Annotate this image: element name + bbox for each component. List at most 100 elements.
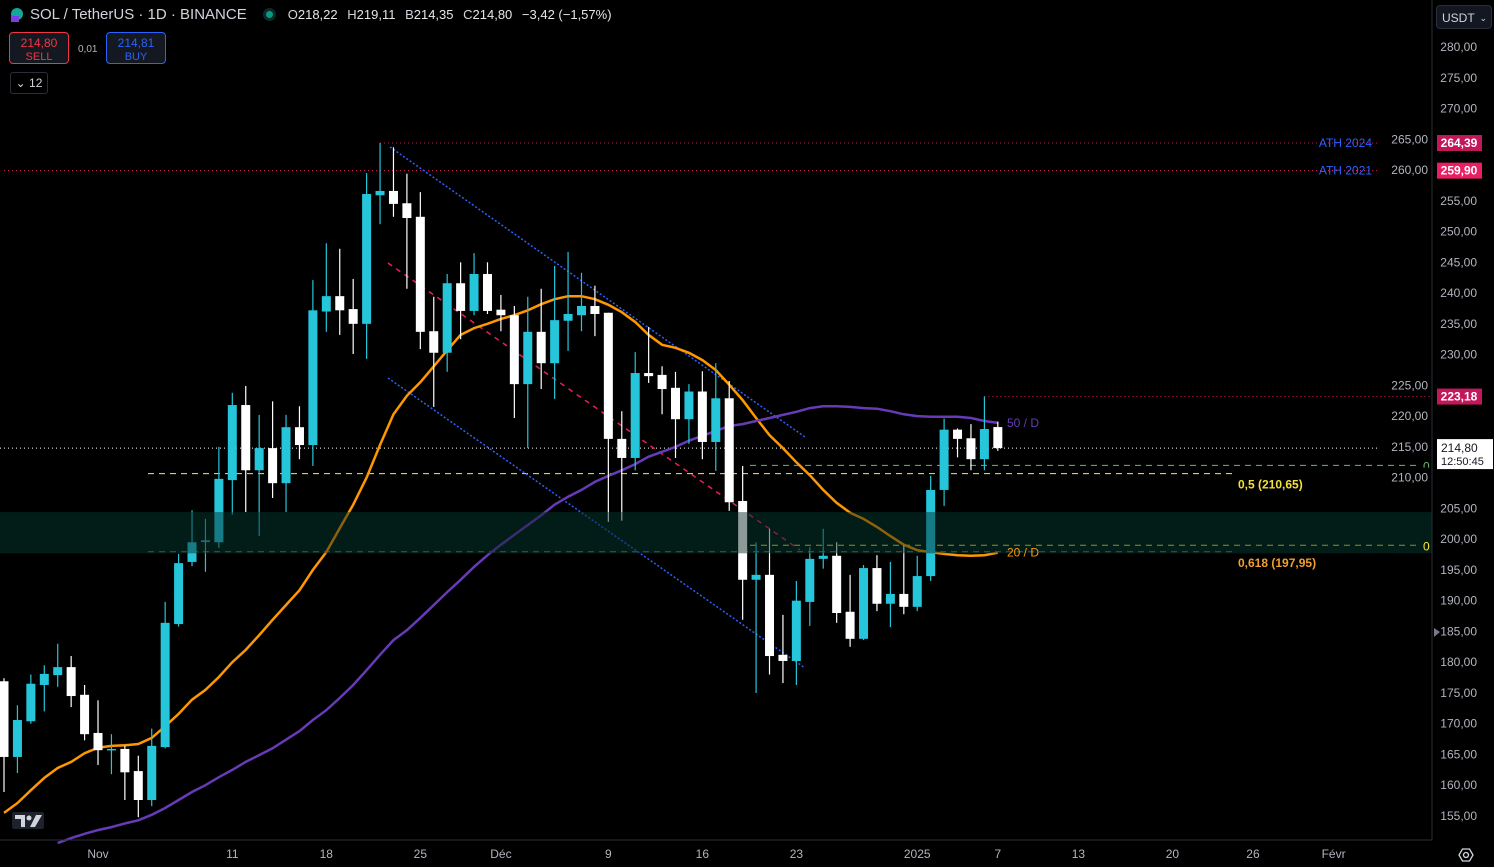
- support-zone[interactable]: [0, 512, 1432, 554]
- sol-logo-icon: [11, 7, 23, 22]
- currency-select[interactable]: USDT ⌄: [1436, 5, 1492, 29]
- candle-body: [106, 748, 116, 751]
- time-tick-label: 26: [1246, 847, 1260, 861]
- countdown-text: 12:50:45: [1441, 456, 1484, 468]
- candle: [120, 745, 130, 801]
- price-tick-label: 210,00: [1391, 471, 1428, 485]
- candle: [348, 278, 358, 354]
- candle-body: [362, 194, 372, 324]
- candle: [550, 266, 560, 399]
- candle: [979, 396, 989, 471]
- candle-body: [563, 313, 573, 321]
- candle-body: [120, 748, 130, 773]
- buy-button[interactable]: 214,81 BUY: [106, 32, 166, 64]
- candle: [671, 371, 680, 458]
- candle: [912, 555, 922, 612]
- candle-body: [281, 427, 291, 484]
- scroll-marker-icon[interactable]: [1434, 628, 1440, 637]
- chevron-down-icon: ⌄: [1479, 13, 1487, 23]
- candle-body: [147, 745, 157, 801]
- support-zone-overlay: [0, 512, 1432, 554]
- price-tick-label: 275,00: [1440, 71, 1477, 85]
- tradingview-logo[interactable]: [12, 812, 44, 829]
- candle: [765, 528, 775, 675]
- open-label: O: [287, 7, 298, 22]
- candle: [321, 243, 331, 332]
- candle: [603, 312, 613, 522]
- candle: [254, 414, 264, 537]
- settings-gear-icon[interactable]: [1458, 848, 1474, 862]
- candle: [26, 674, 36, 724]
- candle-body: [697, 391, 707, 442]
- candle: [39, 665, 49, 712]
- candle: [294, 406, 304, 460]
- candle-body: [321, 296, 331, 312]
- candle: [187, 510, 197, 567]
- time-axis[interactable]: Nov 11 18 25 Déc 9 16 23 2025 7 13 20 26 Févr: [87, 847, 1345, 861]
- candle-body: [415, 216, 425, 332]
- market-status-icon[interactable]: [262, 8, 276, 21]
- candle-body: [939, 429, 949, 490]
- candle: [133, 755, 143, 818]
- candle: [926, 475, 936, 581]
- candle-body: [657, 374, 667, 390]
- candle: [227, 392, 237, 515]
- price-tick-label: 165,00: [1440, 747, 1477, 761]
- candle-body: [724, 398, 734, 503]
- candle: [442, 274, 452, 372]
- candle-body: [885, 593, 895, 604]
- candle-body: [509, 315, 519, 385]
- candle-body: [187, 542, 197, 562]
- price-tick-label: 270,00: [1440, 102, 1477, 116]
- price-tick-label: 220,00: [1391, 409, 1428, 423]
- price-tick-label: 175,00: [1440, 686, 1477, 700]
- candle-body: [254, 448, 264, 471]
- candle: [576, 272, 586, 332]
- ma50-line[interactable]: [57, 405, 998, 845]
- candle-body: [402, 203, 412, 219]
- channel-lower-line[interactable]: [387, 377, 806, 669]
- price-tick-label: 235,00: [1440, 317, 1477, 331]
- candle: [885, 561, 895, 628]
- candle-body: [966, 438, 976, 460]
- candle: [80, 684, 90, 741]
- candle-body: [227, 405, 237, 481]
- candle-body: [523, 331, 533, 385]
- candle-body: [0, 681, 9, 757]
- candle-body: [469, 274, 479, 311]
- candle: [214, 446, 224, 548]
- candle-body: [93, 732, 103, 751]
- candle-body: [979, 429, 989, 460]
- candle-body: [496, 309, 506, 316]
- sell-price: 214,80: [20, 36, 58, 50]
- candle: [536, 288, 546, 390]
- ma20-label: 20 / D: [1007, 546, 1039, 560]
- candle-body: [912, 576, 922, 607]
- time-tick-label: 18: [320, 847, 334, 861]
- price-tick-label: 205,00: [1440, 501, 1477, 515]
- candle-body: [778, 654, 788, 661]
- candle-body: [738, 501, 748, 580]
- candle: [805, 547, 815, 626]
- symbol-title[interactable]: SOL / TetherUS · 1D · BINANCE: [30, 6, 247, 23]
- candle: [657, 366, 667, 415]
- channel-upper-line[interactable]: [389, 146, 806, 438]
- indicators-collapse-button[interactable]: ⌄ 12: [10, 72, 48, 94]
- candle: [993, 421, 1003, 451]
- candle-body: [348, 309, 358, 324]
- candle-body: [442, 283, 452, 353]
- currency-value: USDT: [1442, 11, 1475, 25]
- buy-label: BUY: [124, 51, 148, 63]
- price-tick-label: 195,00: [1440, 563, 1477, 577]
- candle-body: [482, 274, 492, 311]
- candle: [268, 401, 278, 498]
- candle-body: [241, 405, 251, 471]
- candle-body: [308, 310, 318, 446]
- price-axis[interactable]: 280,00 275,00 270,00 265,00 260,00 255,00 250,…: [1378, 40, 1477, 823]
- candle: [697, 371, 707, 460]
- sell-button[interactable]: 214,80 SELL: [9, 32, 69, 64]
- candle-body: [160, 622, 170, 748]
- support-zone-rect[interactable]: [0, 512, 1432, 554]
